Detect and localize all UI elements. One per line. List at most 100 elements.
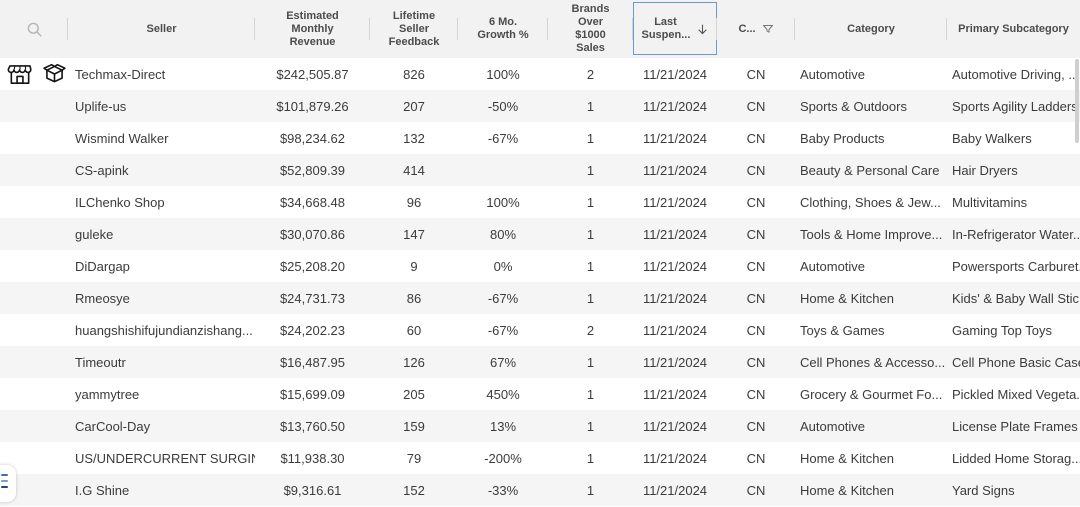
- six-month-growth: 13%: [489, 418, 517, 434]
- last-suspended-date: 11/21/2024: [642, 194, 708, 210]
- primary-subcategory: Pickled Mixed Vegeta..: [952, 386, 1080, 402]
- filter-icon[interactable]: [762, 23, 774, 35]
- brands-over-1000-sales: 1: [586, 226, 595, 242]
- country-code: CN: [746, 386, 766, 402]
- table-row[interactable]: I.G Shine $9,316.61 152 -33% 1 11/21/202…: [0, 474, 1080, 506]
- country-code: CN: [746, 450, 766, 466]
- seller-name[interactable]: huangshishifujundianzishang...: [75, 322, 253, 338]
- seller-name[interactable]: ILChenko Shop: [75, 194, 165, 210]
- brands-over-1000-sales: 1: [586, 258, 595, 274]
- table-row[interactable]: huangshishifujundianzishang... $24,202.2…: [0, 314, 1080, 346]
- column-header-country[interactable]: C...: [717, 0, 795, 58]
- sort-descending-icon: [696, 23, 709, 36]
- scrollbar-thumb[interactable]: [1075, 59, 1079, 143]
- column-header-primary-subcategory[interactable]: Primary Subcategory: [947, 0, 1080, 58]
- seller-name[interactable]: guleke: [75, 226, 114, 242]
- column-header-search[interactable]: [0, 0, 68, 58]
- last-suspended-date: 11/21/2024: [642, 418, 708, 434]
- table-row[interactable]: DiDargap $25,208.20 9 0% 1 11/21/2024 CN…: [0, 250, 1080, 282]
- category: Home & Kitchen: [800, 482, 894, 498]
- lifetime-seller-feedback: 414: [403, 162, 425, 178]
- seller-name[interactable]: Uplife-us: [75, 98, 127, 114]
- country-code: CN: [746, 98, 766, 114]
- category: Automotive: [800, 418, 866, 434]
- lifetime-seller-feedback: 79: [406, 450, 422, 466]
- lifetime-seller-feedback: 9: [410, 258, 418, 274]
- storefront-icon[interactable]: [7, 61, 33, 87]
- seller-name[interactable]: CS-apink: [75, 162, 129, 178]
- column-header-growth[interactable]: 6 Mo. Growth %: [458, 0, 548, 58]
- estimated-monthly-revenue: $13,760.50: [279, 418, 346, 434]
- table-row[interactable]: Uplife-us $101,879.26 207 -50% 1 11/21/2…: [0, 90, 1080, 122]
- last-suspended-date: 11/21/2024: [642, 226, 708, 242]
- estimated-monthly-revenue: $30,070.86: [279, 226, 346, 242]
- six-month-growth: -200%: [484, 450, 522, 466]
- table-row[interactable]: Rmeosye $24,731.73 86 -67% 1 11/21/2024 …: [0, 282, 1080, 314]
- table-row[interactable]: Timeoutr $16,487.95 126 67% 1 11/21/2024…: [0, 346, 1080, 378]
- primary-subcategory: Hair Dryers: [952, 162, 1018, 178]
- six-month-growth: 100%: [486, 194, 520, 210]
- brands-over-1000-sales: 1: [586, 418, 595, 434]
- table-row[interactable]: CS-apink $52,809.39 414 1 11/21/2024 CN …: [0, 154, 1080, 186]
- column-header-last-suspended[interactable]: Last Suspen...: [633, 0, 717, 58]
- row-actions: [0, 125, 68, 151]
- column-header-category[interactable]: Category: [795, 0, 947, 58]
- category: Sports & Outdoors: [800, 98, 907, 114]
- table-row[interactable]: US/UNDERCURRENT SURGING $11,938.30 79 -2…: [0, 442, 1080, 474]
- lifetime-seller-feedback: 126: [403, 354, 425, 370]
- lifetime-seller-feedback: 826: [403, 66, 425, 82]
- column-header-brands[interactable]: Brands Over $1000 Sales: [548, 0, 633, 58]
- seller-name[interactable]: Rmeosye: [75, 290, 130, 306]
- lifetime-seller-feedback: 86: [406, 290, 422, 306]
- six-month-growth: 100%: [486, 66, 520, 82]
- estimated-monthly-revenue: $101,879.26: [276, 98, 349, 114]
- lifetime-seller-feedback: 147: [403, 226, 425, 242]
- category: Automotive: [800, 258, 866, 274]
- seller-name[interactable]: DiDargap: [75, 258, 130, 274]
- category: Clothing, Shoes & Jew...: [800, 194, 941, 210]
- table-row[interactable]: guleke $30,070.86 147 80% 1 11/21/2024 C…: [0, 218, 1080, 250]
- six-month-growth: 0%: [493, 258, 513, 274]
- column-header-seller[interactable]: Seller: [68, 0, 255, 58]
- column-header-feedback[interactable]: Lifetime Seller Feedback: [370, 0, 458, 58]
- last-suspended-date: 11/21/2024: [642, 162, 708, 178]
- seller-name[interactable]: Techmax-Direct: [75, 66, 166, 82]
- primary-subcategory: License Plate Frames: [952, 418, 1078, 434]
- primary-subcategory: Automotive Driving, ...: [952, 66, 1080, 82]
- table-row[interactable]: ILChenko Shop $34,668.48 96 100% 1 11/21…: [0, 186, 1080, 218]
- column-label: Lifetime Seller Feedback: [388, 9, 440, 48]
- six-month-growth: 450%: [486, 386, 520, 402]
- lifetime-seller-feedback: 159: [403, 418, 425, 434]
- country-code: CN: [746, 322, 766, 338]
- six-month-growth: -67%: [487, 322, 519, 338]
- vertical-scrollbar[interactable]: [1074, 58, 1080, 507]
- brands-over-1000-sales: 1: [586, 290, 595, 306]
- seller-name[interactable]: CarCool-Day: [75, 418, 151, 434]
- last-suspended-date: 11/21/2024: [642, 322, 708, 338]
- seller-name[interactable]: I.G Shine: [75, 482, 130, 498]
- column-header-revenue[interactable]: Estimated Monthly Revenue: [255, 0, 370, 58]
- open-box-icon[interactable]: [41, 61, 68, 87]
- table-body: Techmax-Direct $242,505.87 826 100% 2 11…: [0, 58, 1080, 506]
- seller-name[interactable]: Wismind Walker: [75, 130, 169, 146]
- search-icon[interactable]: [25, 20, 44, 39]
- six-month-growth: 67%: [489, 354, 517, 370]
- brands-over-1000-sales: 1: [586, 162, 595, 178]
- six-month-growth: 80%: [489, 226, 517, 242]
- lifetime-seller-feedback: 152: [403, 482, 425, 498]
- six-month-growth: -33%: [487, 482, 519, 498]
- seller-name[interactable]: yammytree: [75, 386, 140, 402]
- primary-subcategory: Yard Signs: [952, 482, 1015, 498]
- seller-name[interactable]: US/UNDERCURRENT SURGING: [75, 450, 255, 466]
- estimated-monthly-revenue: $25,208.20: [279, 258, 346, 274]
- table-row[interactable]: Techmax-Direct $242,505.87 826 100% 2 11…: [0, 58, 1080, 90]
- table-row[interactable]: Wismind Walker $98,234.62 132 -67% 1 11/…: [0, 122, 1080, 154]
- table-header: Seller Estimated Monthly Revenue Lifetim…: [0, 0, 1080, 58]
- lifetime-seller-feedback: 96: [406, 194, 422, 210]
- primary-subcategory: Gaming Top Toys: [952, 322, 1052, 338]
- category: Tools & Home Improve...: [800, 226, 943, 242]
- clipped-floating-widget[interactable]: [0, 465, 16, 502]
- table-row[interactable]: CarCool-Day $13,760.50 159 13% 1 11/21/2…: [0, 410, 1080, 442]
- table-row[interactable]: yammytree $15,699.09 205 450% 1 11/21/20…: [0, 378, 1080, 410]
- seller-name[interactable]: Timeoutr: [75, 354, 126, 370]
